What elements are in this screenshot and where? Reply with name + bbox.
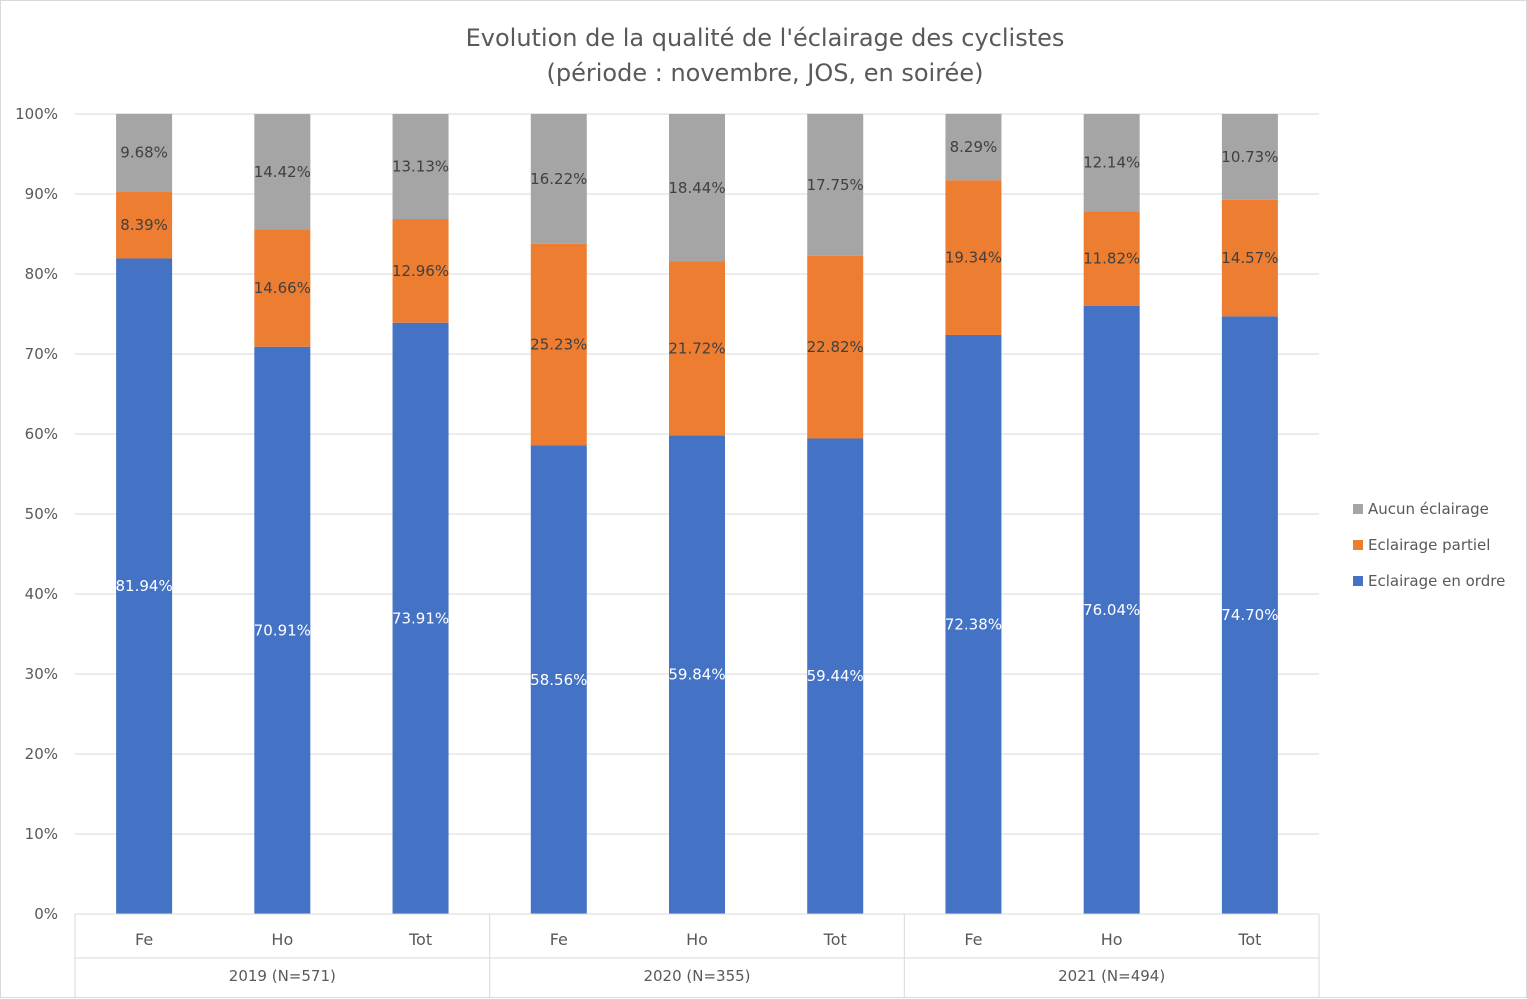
bar-segment — [254, 346, 311, 915]
x-group-label: 2019 (N=571) — [229, 967, 336, 985]
y-tick-label: 40% — [25, 585, 58, 603]
bar-segment — [530, 445, 587, 914]
data-label: 12.14% — [1083, 154, 1140, 172]
y-tick-label: 60% — [25, 425, 58, 443]
bar-segment — [392, 114, 449, 220]
bar-segment — [1083, 305, 1140, 914]
bar-segment — [1221, 316, 1278, 914]
data-label: 8.29% — [950, 138, 998, 156]
data-label: 14.66% — [254, 279, 311, 297]
legend-entry: Aucun éclairage — [1368, 500, 1489, 518]
x-category-label: Tot — [1237, 930, 1261, 949]
data-label: 70.91% — [254, 621, 311, 639]
data-label: 74.70% — [1221, 606, 1278, 624]
x-category-label: Fe — [550, 930, 568, 949]
data-label: 76.04% — [1083, 601, 1140, 619]
y-tick-label: 10% — [25, 825, 58, 843]
legend-swatch — [1353, 576, 1363, 586]
data-label: 22.82% — [807, 338, 864, 356]
data-label: 12.96% — [392, 262, 449, 280]
bar-segment — [116, 258, 173, 915]
data-label: 81.94% — [116, 577, 173, 595]
bar-segment — [807, 438, 864, 914]
x-category-label: Tot — [823, 930, 847, 949]
data-label: 58.56% — [530, 671, 587, 689]
x-category-label: Ho — [1101, 930, 1123, 949]
bar-segment — [945, 334, 1002, 915]
data-label: 72.38% — [945, 615, 1002, 633]
bar-segment — [530, 243, 587, 446]
bar-segment — [530, 113, 587, 244]
data-label: 11.82% — [1083, 249, 1140, 267]
data-label: 18.44% — [668, 179, 725, 197]
bar-segment — [669, 114, 725, 262]
y-tick-label: 80% — [25, 265, 58, 283]
bar-segment — [1083, 114, 1140, 212]
bars — [116, 113, 1278, 915]
x-group-label: 2020 (N=355) — [643, 967, 750, 985]
x-category-label: Ho — [686, 930, 708, 949]
y-tick-label: 0% — [34, 905, 58, 923]
bar-segment — [945, 180, 1002, 335]
legend-entry: Eclairage en ordre — [1368, 572, 1505, 590]
data-label: 14.57% — [1221, 249, 1278, 267]
bar-segment — [807, 255, 864, 439]
x-category-label: Ho — [271, 930, 293, 949]
legend-entry: Eclairage partiel — [1368, 536, 1490, 554]
x-category-label: Fe — [135, 930, 153, 949]
data-label: 13.13% — [392, 158, 449, 176]
bar-segment — [669, 435, 725, 914]
bar-segment — [116, 191, 173, 259]
data-labels: 81.94% 8.39% 9.68% 70.91% 14.66% 14.42% 73.91%… — [116, 138, 1279, 689]
x-axis: Fe Ho Tot Fe Ho Tot Fe Ho Tot 2019 (N=571) 2020 (N… — [74, 913, 1320, 997]
data-label: 73.91% — [392, 609, 449, 627]
bar-segment — [807, 113, 864, 256]
bar-segment — [392, 322, 449, 915]
y-tick-label: 90% — [25, 185, 58, 203]
bar-segment — [254, 114, 311, 230]
data-label: 19.34% — [945, 249, 1002, 267]
y-tick-label: 30% — [25, 665, 58, 683]
legend-swatch — [1353, 504, 1363, 514]
bar-segment — [669, 261, 725, 436]
data-label: 21.72% — [668, 339, 725, 357]
x-category-label: Fe — [964, 930, 982, 949]
bar-segment — [1083, 211, 1140, 306]
bar-segment — [1221, 114, 1278, 200]
data-label: 9.68% — [120, 144, 168, 162]
bar-segment — [1221, 199, 1278, 317]
chart-subtitle: (période : novembre, JOS, en soirée) — [547, 59, 984, 87]
legend-swatch — [1353, 540, 1363, 550]
data-label: 59.44% — [807, 667, 864, 685]
chart-title: Evolution de la qualité de l'éclairage d… — [466, 24, 1065, 52]
y-tick-label: 100% — [15, 105, 58, 123]
x-group-label: 2021 (N=494) — [1058, 967, 1165, 985]
bar-segment — [116, 113, 173, 192]
data-label: 16.22% — [530, 170, 587, 188]
data-label: 8.39% — [120, 216, 168, 234]
data-label: 25.23% — [530, 336, 587, 354]
x-category-label: Tot — [408, 930, 432, 949]
bar-segment — [945, 113, 1002, 181]
bar-segment — [392, 219, 449, 323]
data-label: 14.42% — [254, 163, 311, 181]
y-axis: 0% 10% 20% 30% 40% 50% 60% 70% 80% 90% 100% — [15, 105, 58, 923]
y-tick-label: 20% — [25, 745, 58, 763]
data-label: 10.73% — [1221, 148, 1278, 166]
data-label: 59.84% — [668, 666, 725, 684]
data-label: 17.75% — [807, 176, 864, 194]
y-tick-label: 70% — [25, 345, 58, 363]
y-tick-label: 50% — [25, 505, 58, 523]
legend: Aucun éclairage Eclairage partiel Eclairag… — [1353, 500, 1505, 590]
bar-segment — [254, 229, 311, 347]
